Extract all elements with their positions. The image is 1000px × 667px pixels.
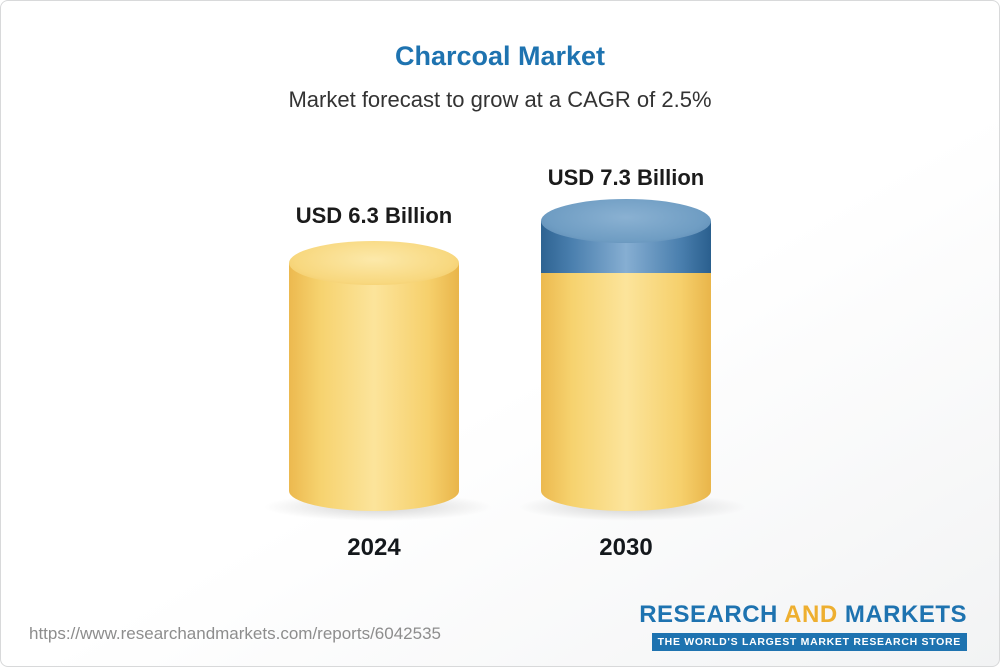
- brand-word-research: RESEARCH: [639, 601, 778, 628]
- bar-2030-top-ellipse: [541, 199, 711, 243]
- brand-word-and: AND: [784, 601, 838, 628]
- bar-2030-value-label: USD 7.3 Billion: [547, 165, 705, 190]
- bar-2030-body: [541, 273, 711, 511]
- brand-tagline: THE WORLD'S LARGEST MARKET RESEARCH STOR…: [651, 633, 967, 651]
- page-title: Charcoal Market: [394, 41, 606, 71]
- x-axis-label-2030: 2030: [599, 534, 653, 561]
- bar-2024-value-label: USD 6.3 Billion: [295, 203, 453, 228]
- bar-2030-cylinder: [541, 199, 711, 511]
- bar-2024-cylinder: [289, 241, 459, 511]
- bar-2024-top-ellipse: [289, 241, 459, 285]
- brand-wordmark: RESEARCH AND MARKETS: [639, 601, 967, 629]
- brand-word-markets: MARKETS: [844, 601, 967, 628]
- brand-logo: RESEARCH AND MARKETS THE WORLD'S LARGEST…: [639, 601, 967, 651]
- page-subtitle: Market forecast to grow at a CAGR of 2.5…: [288, 87, 712, 112]
- source-url: https://www.researchandmarkets.com/repor…: [29, 624, 441, 643]
- bar-2024-body: [289, 263, 459, 511]
- x-axis-label-2024: 2024: [347, 534, 401, 561]
